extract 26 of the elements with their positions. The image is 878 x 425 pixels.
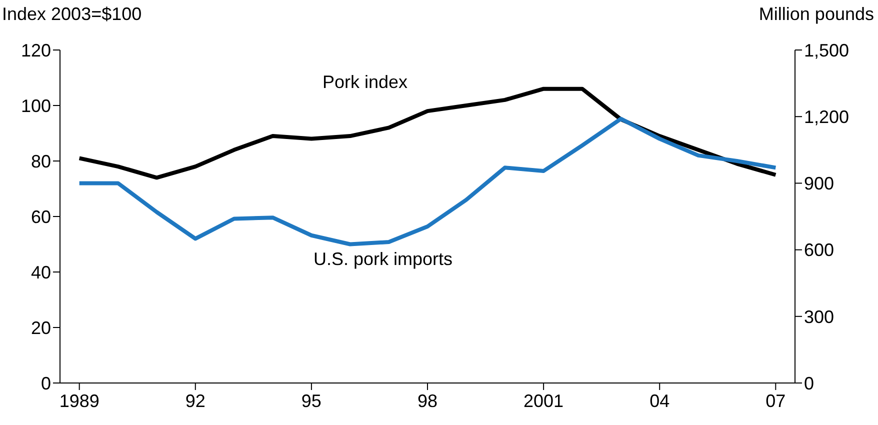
- line-series: [77, 116, 778, 246]
- series-label: Pork index: [322, 72, 408, 92]
- series-label: U.S. pork imports: [313, 249, 453, 269]
- y2-axis-title: Million pounds: [758, 4, 874, 24]
- y-tick-label: 80: [30, 151, 51, 172]
- y2-tick-label: 600: [804, 240, 834, 260]
- y2-tick-label: 900: [804, 174, 834, 194]
- y-tick-label: 60: [30, 206, 51, 227]
- y2-tick-label: 1,200: [804, 106, 850, 127]
- x-tick-label: 04: [650, 390, 670, 411]
- x-tick-label: 1989: [59, 390, 100, 411]
- y-tick-label: 20: [30, 318, 51, 338]
- y2-tick-label: 1,500: [804, 40, 850, 60]
- y-tick-label: 0: [40, 373, 51, 394]
- x-tick-label: 98: [417, 390, 438, 411]
- y2-tick-label: 0: [804, 373, 814, 394]
- x-tick-label: 2001: [524, 390, 564, 411]
- y-tick-label: 120: [20, 40, 51, 60]
- y2-tick-label: 300: [804, 306, 834, 327]
- y-tick-label: 40: [30, 262, 51, 282]
- y-axis-title: Index 2003=$100: [2, 4, 142, 24]
- x-tick-label: 07: [766, 390, 786, 411]
- y-tick-label: 100: [20, 96, 51, 116]
- x-tick-label: 95: [301, 390, 322, 411]
- line-series: [77, 86, 778, 180]
- x-tick-label: 92: [185, 390, 206, 411]
